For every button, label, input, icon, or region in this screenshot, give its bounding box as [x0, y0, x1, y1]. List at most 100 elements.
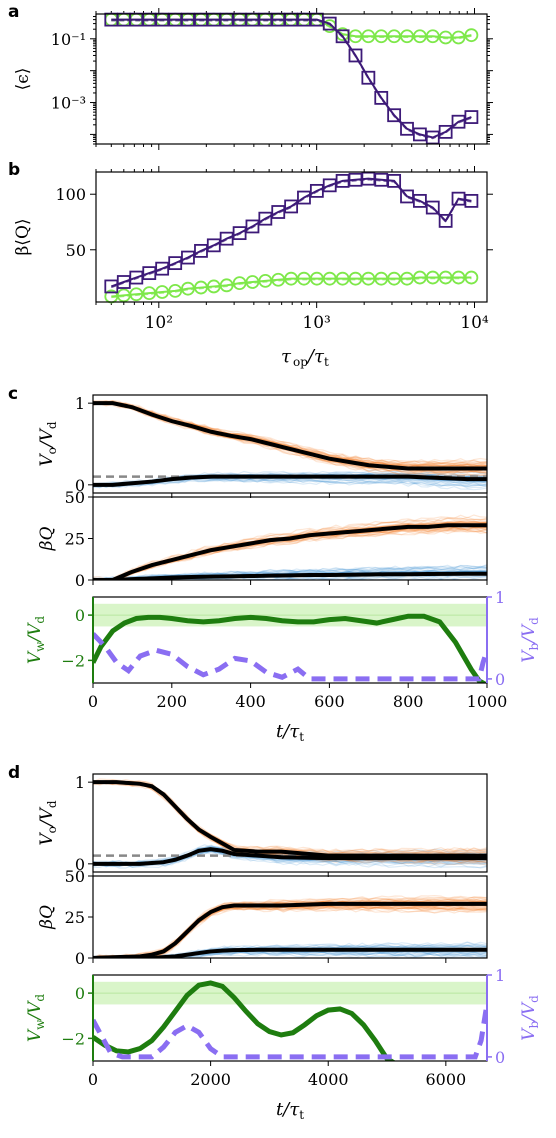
data-point [142, 286, 157, 301]
trajectory [93, 780, 487, 858]
panel-label: b [8, 160, 20, 180]
y-axis-label: βQ [37, 905, 57, 930]
y-axis-label: Vo/Vd [37, 800, 59, 846]
panel-label: d [8, 763, 20, 783]
trajectory [93, 399, 487, 465]
panel-label: c [8, 384, 18, 404]
trajectory [93, 564, 487, 580]
x-tick-label: 400 [235, 692, 266, 711]
trajectory [105, 950, 487, 958]
data-point [155, 285, 170, 299]
subplot-vw-vb: Vw/Vd Vb/Vd t/τt [25, 596, 541, 744]
series-line [110, 177, 472, 288]
y-tick-label: −2 [61, 651, 85, 670]
trajectory [93, 479, 487, 491]
axes-frame [95, 171, 488, 303]
data-point [438, 124, 453, 139]
y-tick-label-right: 0 [495, 1048, 505, 1067]
x-tick-label: 800 [393, 692, 424, 711]
subplot-vo: Vo/Vd [37, 773, 488, 877]
data-point [245, 219, 260, 234]
subplot-vw-vb: Vw/Vd Vb/Vd t/τt [25, 974, 541, 1122]
axes-frame [92, 394, 488, 494]
y-axis-label: Vw/Vd [25, 994, 47, 1043]
trajectory [93, 403, 487, 476]
trajectory [145, 951, 487, 958]
data-point [387, 108, 402, 123]
y-tick-label: 10⁻³ [51, 94, 86, 113]
data-point [464, 193, 479, 208]
axes-frame [95, 13, 488, 145]
data-point [348, 48, 363, 63]
series-line-dashed [111, 178, 472, 289]
y-tick-label-right: 1 [495, 588, 505, 607]
trajectory [93, 567, 487, 580]
mean-line [93, 401, 487, 471]
data-point [168, 283, 183, 298]
trajectory [93, 478, 487, 489]
data-point [464, 270, 479, 285]
series-line-dashed [111, 277, 472, 299]
panel-a [90, 8, 493, 150]
y-tick-label: 100 [55, 185, 86, 204]
trajectories [93, 514, 487, 580]
data-point [322, 16, 337, 31]
data-point [464, 110, 479, 124]
trajectory [93, 478, 487, 489]
x-tick-label: 1000 [467, 692, 508, 711]
vw-line [93, 613, 487, 683]
axes-frame [92, 773, 488, 873]
x-tick-label: 600 [314, 692, 345, 711]
trajectory [93, 779, 487, 855]
data-point [400, 271, 414, 286]
trajectory [93, 566, 487, 580]
y-axis-label: β⟨Q⟩ [13, 218, 33, 255]
trajectory [93, 781, 487, 857]
trajectory [182, 952, 476, 958]
data-point [374, 90, 389, 105]
data-point [258, 211, 273, 226]
curves [93, 603, 487, 683]
series-square [104, 12, 479, 145]
data-point [181, 281, 195, 296]
data-point [155, 261, 170, 276]
series-circle [104, 12, 479, 45]
trajectory [93, 781, 487, 856]
trajectory [93, 781, 487, 858]
y-tick-label: 0 [75, 476, 85, 495]
mean-line [93, 901, 487, 958]
mean-line [93, 847, 487, 866]
trajectory [93, 780, 487, 855]
series-square [104, 171, 479, 294]
vb-line [93, 632, 487, 682]
trajectories [93, 894, 487, 958]
trajectories [93, 778, 487, 869]
panel-b [90, 166, 493, 308]
data-point [271, 272, 286, 287]
x-axis-label: t/τt [276, 721, 304, 744]
data-point [425, 200, 440, 215]
y-tick-label: 25 [65, 908, 85, 927]
trajectory [93, 898, 487, 958]
trajectory [93, 780, 487, 861]
mean-line [93, 523, 487, 580]
y-tick-label: 10⁻¹ [51, 30, 86, 49]
trajectory [93, 564, 487, 580]
trajectory [93, 951, 487, 958]
panel-label: a [8, 2, 19, 22]
x-tick-label: 10³ [302, 313, 330, 333]
trajectory [93, 564, 487, 580]
trajectory [93, 906, 487, 958]
data-point [335, 29, 350, 44]
x-axis-label: op/τt [293, 346, 329, 369]
trajectory [93, 780, 487, 858]
data-point [206, 279, 221, 294]
x-tick-label: 0 [88, 1070, 98, 1089]
data-point [451, 30, 466, 45]
mean-line [93, 474, 487, 487]
trajectory [93, 944, 487, 958]
x-tick-label: 4000 [308, 1070, 349, 1089]
trajectory [93, 781, 487, 858]
trajectory [93, 526, 487, 580]
